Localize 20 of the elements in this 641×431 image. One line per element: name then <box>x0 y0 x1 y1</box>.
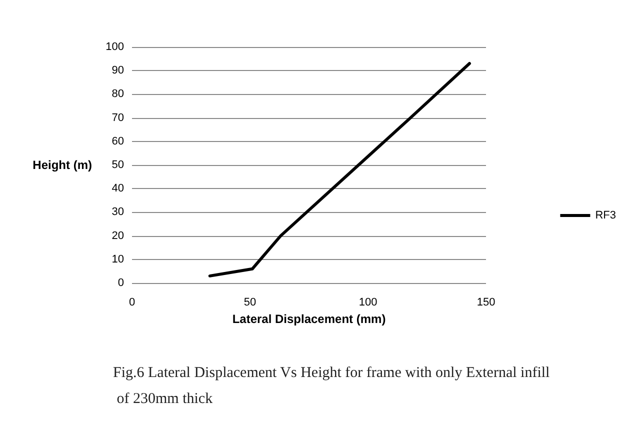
y-axis-title: Height (m) <box>32 158 92 172</box>
x-tick-label: 50 <box>244 296 256 308</box>
y-tick-label: 20 <box>112 230 124 242</box>
x-tick-label: 150 <box>476 296 496 308</box>
x-tick-label: 100 <box>358 296 378 308</box>
y-tick-label: 70 <box>112 112 124 124</box>
x-axis-title: Lateral Displacement (mm) <box>232 312 386 326</box>
y-tick-label: 90 <box>112 64 124 77</box>
y-tick-label: 30 <box>112 206 124 218</box>
y-tick-label: 0 <box>118 277 124 289</box>
text: Fig.6 Lateral Displacement Vs Height for frame with only External infill of 230mm thick <box>113 365 550 407</box>
y-tick-label: 10 <box>112 253 124 266</box>
legend-label: RF3 <box>595 210 616 222</box>
y-tick-label: 40 <box>112 182 124 195</box>
y-tick-label: 100 <box>106 41 124 53</box>
y-tick-label: 50 <box>112 159 124 171</box>
y-tick-label: 60 <box>112 135 124 148</box>
y-tick-label: 80 <box>112 88 124 100</box>
line-series <box>208 62 471 278</box>
x-tick-label: 0 <box>128 296 136 308</box>
